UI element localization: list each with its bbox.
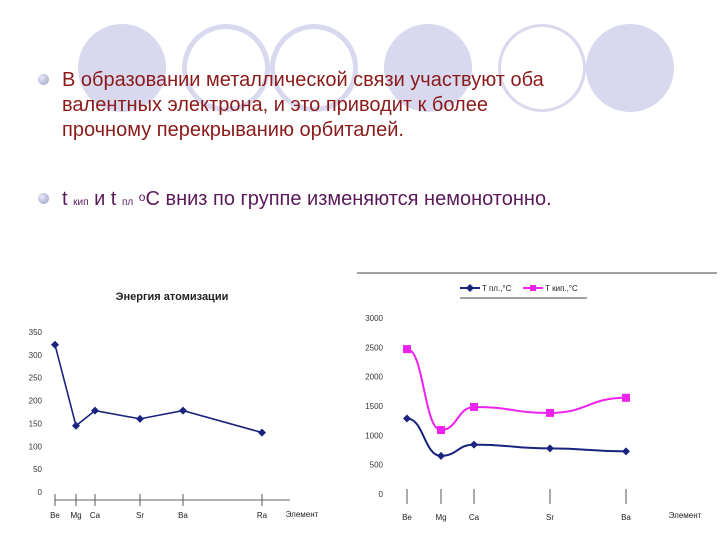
legend-melt-label: T пл.,°С: [482, 284, 512, 293]
legend-boil-marker: [530, 285, 536, 291]
chart2-melt-line: [406, 417, 627, 457]
chart2-xtick-label: Ba: [621, 513, 631, 522]
t-symbol-1: t: [62, 188, 68, 210]
chart1-xlabel: Элемент: [286, 510, 319, 519]
chart1-ytick-label: 200: [29, 397, 43, 406]
chart2-ytick-label: 1500: [365, 402, 383, 411]
bullet-1-line-3: прочному перекрыванию орбиталей.: [62, 119, 404, 141]
bullet-text-2: t кип и t пл оС вниз по группе изменяютс…: [62, 187, 702, 215]
atomization-chart: Энергия атомизации 0 50 100 150 200 250 300 350…: [29, 291, 319, 520]
decor-circle-6: [586, 24, 674, 112]
sub-boil: кип: [73, 197, 89, 208]
bullet-1-line-2: валентных электрона, и это приводит к бо…: [62, 94, 488, 116]
bullet-1-line-1: В образовании металлической связи участв…: [62, 69, 544, 91]
chart2-legend: T пл.,°С Т кип.,°С: [460, 284, 578, 293]
chart2-melt-point: [437, 451, 445, 460]
degree-sup: о: [138, 190, 146, 204]
chart2-melt-point: [546, 444, 554, 453]
chart1-xtick-label: Be: [50, 511, 60, 520]
and-t: и t: [94, 188, 117, 210]
chart1-ytick-label: 350: [29, 328, 43, 337]
legend-boil-label: Т кип.,°С: [545, 284, 578, 293]
chart2-xtick-label: Sr: [546, 513, 554, 522]
chart2-ytick-label: 0: [379, 490, 384, 499]
chart2-boil-point: [622, 393, 630, 402]
bullet-marker-1: [38, 74, 49, 85]
chart2-melt-point: [470, 440, 478, 449]
chart1-xtick-label: Ca: [90, 511, 101, 520]
chart2-xtick-label: Ca: [469, 513, 480, 522]
chart2-xtick-label: Be: [402, 513, 412, 522]
chart1-xtick-label: Ra: [257, 511, 268, 520]
chart1-ytick-label: 50: [33, 465, 42, 474]
chart2-boil-point: [403, 345, 411, 354]
decor-circle-5: [498, 24, 586, 112]
chart2-boil-point: [470, 402, 478, 411]
chart2-boil-point: [437, 426, 445, 435]
chart1-ytick-label: 300: [29, 351, 43, 360]
chart1-data-point: [136, 414, 144, 423]
chart2-xtick-label: Mg: [435, 513, 446, 522]
chart1-xtick-label: Sr: [136, 511, 144, 520]
temperature-chart: T пл.,°С Т кип.,°С 0 500 1000 1500 2000 2500 3…: [357, 272, 717, 522]
chart1-title: Энергия атомизации: [116, 291, 229, 303]
chart1-ytick-label: 150: [29, 419, 43, 428]
chart2-melt-point: [622, 447, 630, 456]
chart1-xtick-label: Ba: [178, 511, 188, 520]
bullet-2-rest: С вниз по группе изменяются немонотонно.: [145, 188, 552, 210]
chart1-ytick-label: 250: [29, 374, 43, 383]
chart2-ytick-label: 2000: [365, 373, 383, 382]
chart1-ytick-label: 100: [29, 442, 43, 451]
chart1-data-point: [258, 428, 266, 437]
chart1-data-point: [51, 340, 59, 349]
chart2-melt-point: [403, 414, 411, 423]
decor-circle-4: [384, 24, 472, 112]
chart2-ytick-label: 500: [370, 461, 384, 470]
decor-circle-3: [270, 24, 358, 112]
sub-melt: пл: [121, 197, 134, 208]
chart1-series-line: [54, 344, 263, 434]
chart2-ytick-label: 3000: [365, 314, 383, 323]
chart2-boil-point: [546, 408, 554, 417]
legend-melt-marker: [466, 284, 474, 292]
chart1-xtick-label: Mg: [70, 511, 81, 520]
chart2-ytick-label: 2500: [365, 343, 383, 352]
decor-circle-1: [78, 24, 166, 112]
chart2-boil-line: [406, 348, 627, 432]
chart2-xlabel: Элемент: [669, 511, 702, 520]
chart2-ytick-label: 1000: [365, 431, 383, 440]
chart1-ytick-label: 0: [38, 488, 43, 497]
chart1-data-point: [91, 406, 99, 415]
bullet-marker-2: [38, 193, 49, 204]
chart1-data-point: [179, 406, 187, 415]
decor-circle-2: [182, 24, 270, 112]
chart1-data-point: [72, 421, 80, 430]
bullet-text-1: В образовании металлической связи участв…: [62, 68, 702, 143]
